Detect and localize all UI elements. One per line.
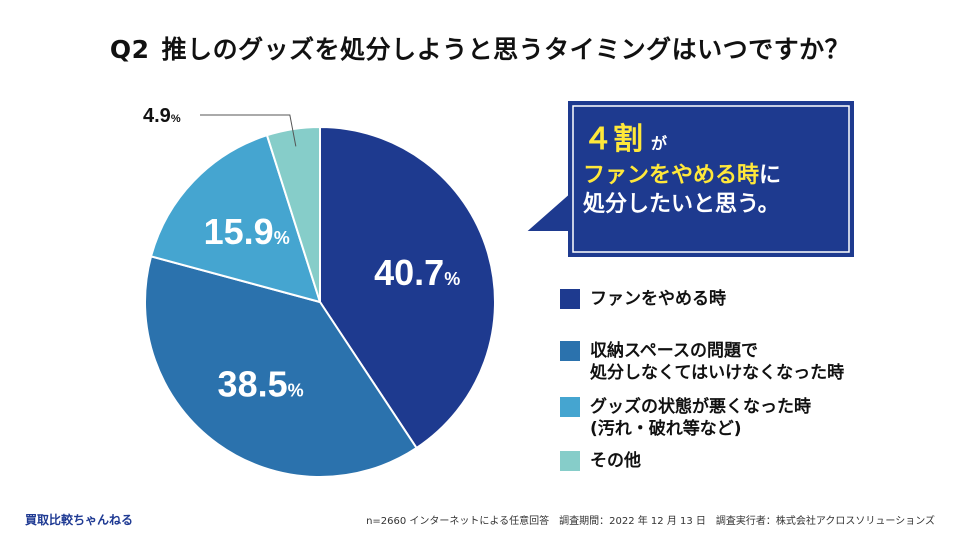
legend-swatch [560,397,580,417]
survey-note: n=2660 インターネットによる任意回答 調査期間：2022 年 12 月 1… [366,516,935,527]
data-label-unit: % [444,269,460,289]
legend-label: その他 [590,451,641,471]
legend-item-condition: グッズの状態が悪くなった時 (汚れ・破れ等など) [560,396,811,440]
callout-shape [525,100,855,259]
leader-line-other [200,114,297,147]
question-number: Q2 [109,35,150,64]
legend-item-quit-fan: ファンをやめる時 [560,288,726,310]
brand-logo-text: 買取比較ちゃんねる [25,513,134,527]
callout-line-3: 処分したいと思う。 [583,192,780,218]
legend-swatch [560,451,580,471]
legend-item-storage: 収納スペースの問題で 処分しなくてはいけなくなった時 [560,340,844,384]
legend-label: ファンをやめる時 [590,289,726,309]
legend-item-other: その他 [560,450,641,472]
callout-small: が [651,134,668,153]
callout-box [525,100,855,259]
legend-label: グッズの状態が悪くなった時 (汚れ・破れ等など) [590,397,811,439]
callout-line-2: ファンをやめる時に [583,161,833,191]
legend-label: 収納スペースの問題で 処分しなくてはいけなくなった時 [590,341,845,383]
data-label-unit: % [171,113,181,125]
legend-swatch [560,289,580,309]
pie-slice-condition [149,133,322,304]
chart-title: Q2 推しのグッズを処分しようと思うタイミングはいつですか？ [0,30,960,66]
data-label-unit: % [274,228,290,248]
callout-text: ４割が ファンをやめる時に 処分したいと思う。 [583,120,833,220]
data-label-unit: % [288,380,304,400]
legend-swatch [560,341,580,361]
callout-highlight: ファンをやめる時 [583,162,760,188]
pie-slice-storage [144,255,418,478]
callout-line-2-rest: に [759,162,782,188]
pie-slice-other [265,125,321,303]
data-label-other: 4.9% [143,105,181,127]
callout-big: ４割 [583,122,643,157]
question-text: 推しのグッズを処分しようと思うタイミングはいつですか？ [161,35,851,64]
callout-line-1: ４割が [583,120,833,161]
callout-inner-border [572,105,850,253]
